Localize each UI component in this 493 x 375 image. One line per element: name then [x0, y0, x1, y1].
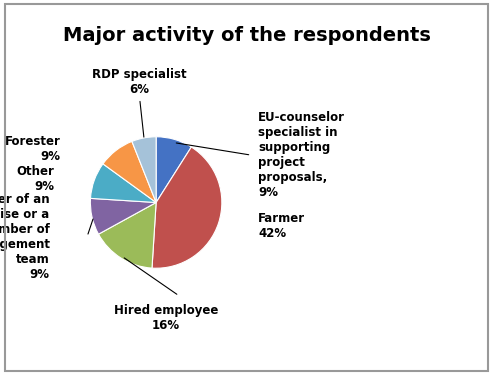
Text: RDP specialist
6%: RDP specialist 6%	[92, 68, 187, 96]
Wedge shape	[152, 147, 222, 268]
Wedge shape	[132, 137, 156, 202]
Wedge shape	[99, 202, 156, 268]
Text: Hired employee
16%: Hired employee 16%	[114, 304, 218, 332]
Text: EU-counselor
specialist in
supporting
project
proposals,
9%: EU-counselor specialist in supporting pr…	[258, 111, 345, 199]
Text: The owner of an
enterprise or a
member of
management
team
9%: The owner of an enterprise or a member o…	[0, 193, 50, 280]
Wedge shape	[156, 137, 191, 202]
Text: Farmer
42%: Farmer 42%	[258, 211, 305, 240]
Wedge shape	[91, 164, 156, 202]
Wedge shape	[103, 141, 156, 202]
Text: Major activity of the respondents: Major activity of the respondents	[63, 26, 430, 45]
Text: Other
9%: Other 9%	[16, 165, 54, 194]
Text: Forester
9%: Forester 9%	[5, 135, 61, 163]
Wedge shape	[90, 198, 156, 234]
